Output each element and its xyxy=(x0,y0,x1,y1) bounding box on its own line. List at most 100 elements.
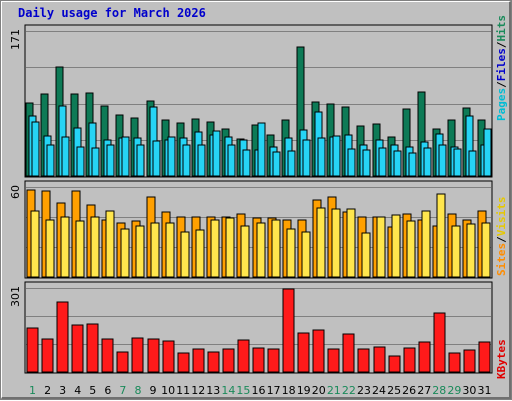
pages-bar xyxy=(46,144,55,177)
day-label: 21 xyxy=(327,384,341,397)
legend-bottom: KBytes xyxy=(495,339,508,379)
day-label: 16 xyxy=(252,384,266,397)
kbytes-bar xyxy=(448,352,461,373)
day-label: 31 xyxy=(477,384,491,397)
legend-text: / xyxy=(495,81,508,88)
sites-bar xyxy=(150,222,160,278)
pages-bar xyxy=(378,147,387,177)
kbytes-bar xyxy=(327,348,340,373)
day-label: 11 xyxy=(176,384,190,397)
day-label: 23 xyxy=(357,384,371,397)
kbytes-bar xyxy=(177,352,190,373)
kbytes-bar xyxy=(282,288,295,373)
kbytes-bar xyxy=(403,347,416,373)
legend-text: Hits xyxy=(495,15,508,42)
sites-bar xyxy=(376,216,386,278)
sites-bar xyxy=(75,220,85,278)
kbytes-bar xyxy=(86,323,99,373)
legend-middle: Sites/Visits xyxy=(495,197,508,277)
kbytes-bar xyxy=(147,338,160,373)
pages-bar xyxy=(408,152,417,177)
sites-bar xyxy=(346,208,356,278)
kbytes-bar xyxy=(357,348,370,373)
legend-text: / xyxy=(495,236,508,243)
kbytes-bar xyxy=(388,355,401,373)
day-label: 25 xyxy=(387,384,401,397)
pages-bar xyxy=(182,144,191,177)
day-label: 14 xyxy=(221,384,235,397)
sites-bar xyxy=(120,228,130,278)
pages-bar xyxy=(212,130,221,177)
day-label: 29 xyxy=(447,384,461,397)
sites-bar xyxy=(105,210,115,278)
sites-bar xyxy=(481,222,491,278)
pages-bar xyxy=(347,148,356,177)
sites-bar xyxy=(90,216,100,278)
pages-bar xyxy=(152,140,161,177)
day-label: 9 xyxy=(150,384,157,397)
pages-bar xyxy=(167,136,176,177)
pages-bar xyxy=(393,150,402,177)
day-label: 18 xyxy=(282,384,296,397)
sites-bar xyxy=(286,228,296,278)
day-label: 2 xyxy=(44,384,51,397)
legend-text: Sites xyxy=(495,243,508,276)
kbytes-bar xyxy=(71,324,84,373)
legend-text: Pages xyxy=(495,88,508,121)
y-max-label: 301 xyxy=(9,286,22,307)
day-label: 30 xyxy=(462,384,476,397)
pages-bar xyxy=(468,150,477,177)
kbytes-bar xyxy=(252,347,265,373)
sites-bar xyxy=(466,223,476,278)
sites-bar xyxy=(240,225,250,278)
kbytes-bar xyxy=(312,329,325,373)
kbytes-bar xyxy=(207,351,220,373)
pages-bar xyxy=(91,147,100,177)
sites-bar xyxy=(451,225,461,278)
day-label: 1 xyxy=(29,384,36,397)
legend-text: KBytes xyxy=(495,339,508,379)
legend-text: / xyxy=(495,41,508,48)
sites-bar xyxy=(436,193,446,278)
kbytes-bar xyxy=(131,337,144,373)
pages-bar xyxy=(106,144,115,177)
kbytes-bar xyxy=(297,332,310,373)
sites-bar xyxy=(301,231,311,278)
kbytes-bar xyxy=(463,349,476,373)
kbytes-bar xyxy=(267,348,280,373)
kbytes-bar xyxy=(162,340,175,373)
pages-bar xyxy=(227,144,236,177)
pages-bar xyxy=(332,135,341,177)
pages-bar xyxy=(257,122,266,177)
pages-bar xyxy=(121,136,130,177)
day-label: 13 xyxy=(206,384,220,397)
sites-bar xyxy=(180,231,190,278)
kbytes-bar xyxy=(192,348,205,373)
kbytes-bar xyxy=(222,348,235,373)
sites-bar xyxy=(225,217,235,278)
pages-bar xyxy=(76,146,85,177)
sites-bar xyxy=(45,219,55,278)
pages-bar xyxy=(362,149,371,177)
pages-bar xyxy=(317,137,326,177)
kbytes-bar xyxy=(433,312,446,373)
sites-bar xyxy=(361,232,371,278)
day-label: 12 xyxy=(191,384,205,397)
kbytes-bar xyxy=(56,301,69,373)
pages-bar xyxy=(423,147,432,177)
day-label: 19 xyxy=(297,384,311,397)
day-label: 5 xyxy=(89,384,96,397)
kbytes-bar xyxy=(342,333,355,373)
sites-bar xyxy=(256,222,266,278)
sites-bar xyxy=(30,210,40,278)
day-label: 22 xyxy=(342,384,356,397)
sites-bar xyxy=(406,220,416,278)
pages-bar xyxy=(302,139,311,177)
day-label: 28 xyxy=(432,384,446,397)
pages-bar xyxy=(272,151,281,177)
day-label: 6 xyxy=(104,384,111,397)
pages-bar xyxy=(61,136,70,177)
day-label: 24 xyxy=(372,384,386,397)
pages-bar xyxy=(197,144,206,177)
